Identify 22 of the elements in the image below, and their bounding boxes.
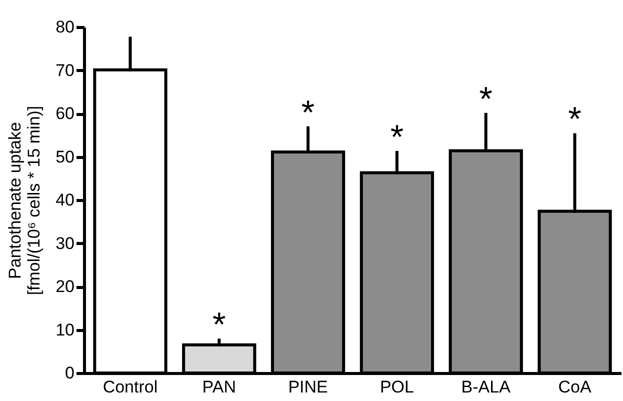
x-tick-label: B-ALA: [461, 378, 512, 396]
y-tick-label: 40: [56, 190, 74, 210]
y-tick-label: 0: [65, 364, 74, 382]
x-tick-label: POL: [380, 378, 414, 396]
text: Pantothenate uptake: [6, 122, 25, 279]
annotation: *: [390, 118, 404, 156]
x-tick-label: CoA: [558, 378, 592, 396]
x-tick-label: PINE: [288, 378, 328, 396]
y-tick-label: 70: [56, 60, 74, 80]
y-tick-label: 60: [56, 104, 74, 123]
y-tick-label: 10: [56, 320, 74, 340]
y-tick-label: 30: [56, 234, 74, 253]
annotation: *: [212, 306, 226, 344]
y-tick-label: 50: [56, 147, 74, 166]
y-tick-label: 80: [56, 18, 74, 36]
annotation: *: [568, 100, 582, 139]
x-tick-label: Control: [102, 378, 158, 396]
text: [fmol/(10⁶ cells * 15 min)]: [24, 106, 44, 296]
annotation: *: [479, 80, 492, 118]
x-tick-label: PAN: [202, 378, 236, 396]
annotation: *: [301, 94, 315, 132]
y-tick-label: 20: [56, 277, 74, 296]
